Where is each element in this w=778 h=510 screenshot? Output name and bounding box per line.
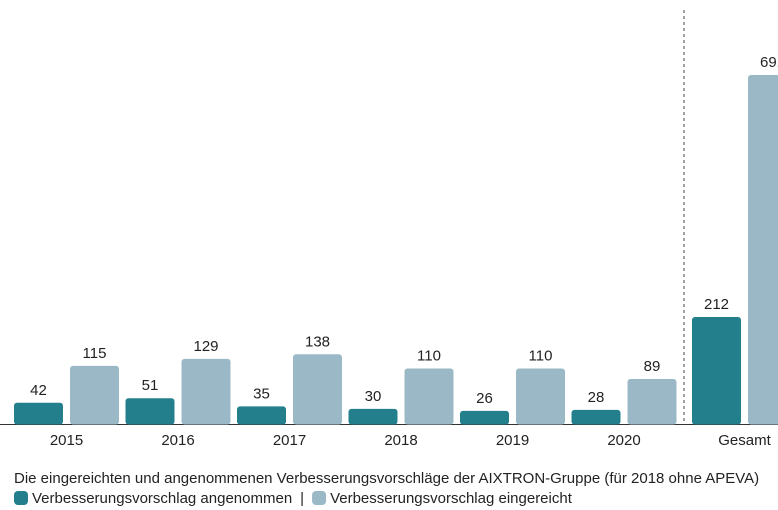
legend-swatch bbox=[312, 491, 327, 505]
data-label: 51 bbox=[142, 377, 159, 394]
bar bbox=[293, 354, 342, 425]
bar bbox=[70, 365, 119, 425]
data-label: 26 bbox=[476, 390, 493, 407]
bar bbox=[14, 402, 63, 425]
data-label: 212 bbox=[704, 296, 729, 313]
caption: Die eingereichten und angenommenen Verbe… bbox=[14, 470, 759, 487]
data-label: 138 bbox=[305, 333, 330, 350]
bar bbox=[571, 409, 621, 425]
legend-label: Verbesserungsvorschlag eingereicht bbox=[330, 490, 573, 507]
x-tick-label: 2015 bbox=[50, 432, 83, 449]
bar bbox=[237, 406, 286, 425]
x-tick-label: 2016 bbox=[161, 432, 194, 449]
data-label: 35 bbox=[253, 385, 270, 402]
x-tick-label: 2019 bbox=[496, 432, 529, 449]
data-label: 110 bbox=[417, 347, 441, 364]
x-tick-label: 2017 bbox=[273, 432, 306, 449]
legend-swatch bbox=[14, 491, 28, 505]
x-tick-label: 2020 bbox=[607, 432, 640, 449]
legend-separator: | bbox=[300, 490, 304, 507]
x-tick-label: Gesamt bbox=[718, 432, 771, 449]
x-tick-label: 2018 bbox=[384, 432, 417, 449]
bar bbox=[348, 408, 398, 425]
data-label: 42 bbox=[30, 382, 47, 399]
bar bbox=[125, 398, 175, 425]
data-label: 115 bbox=[83, 345, 107, 362]
data-label: 691 bbox=[760, 54, 778, 71]
bar bbox=[181, 358, 231, 425]
data-label: 129 bbox=[193, 338, 218, 355]
bar bbox=[627, 379, 677, 425]
data-label: 110 bbox=[529, 347, 553, 364]
data-label: 28 bbox=[588, 389, 605, 406]
bar bbox=[460, 410, 509, 425]
legend-label: Verbesserungsvorschlag angenommen bbox=[32, 490, 292, 507]
bar bbox=[692, 316, 741, 425]
bar bbox=[404, 368, 454, 425]
data-label: 89 bbox=[644, 358, 661, 375]
bar bbox=[748, 75, 778, 425]
data-label: 30 bbox=[365, 388, 382, 405]
bar bbox=[516, 368, 565, 425]
